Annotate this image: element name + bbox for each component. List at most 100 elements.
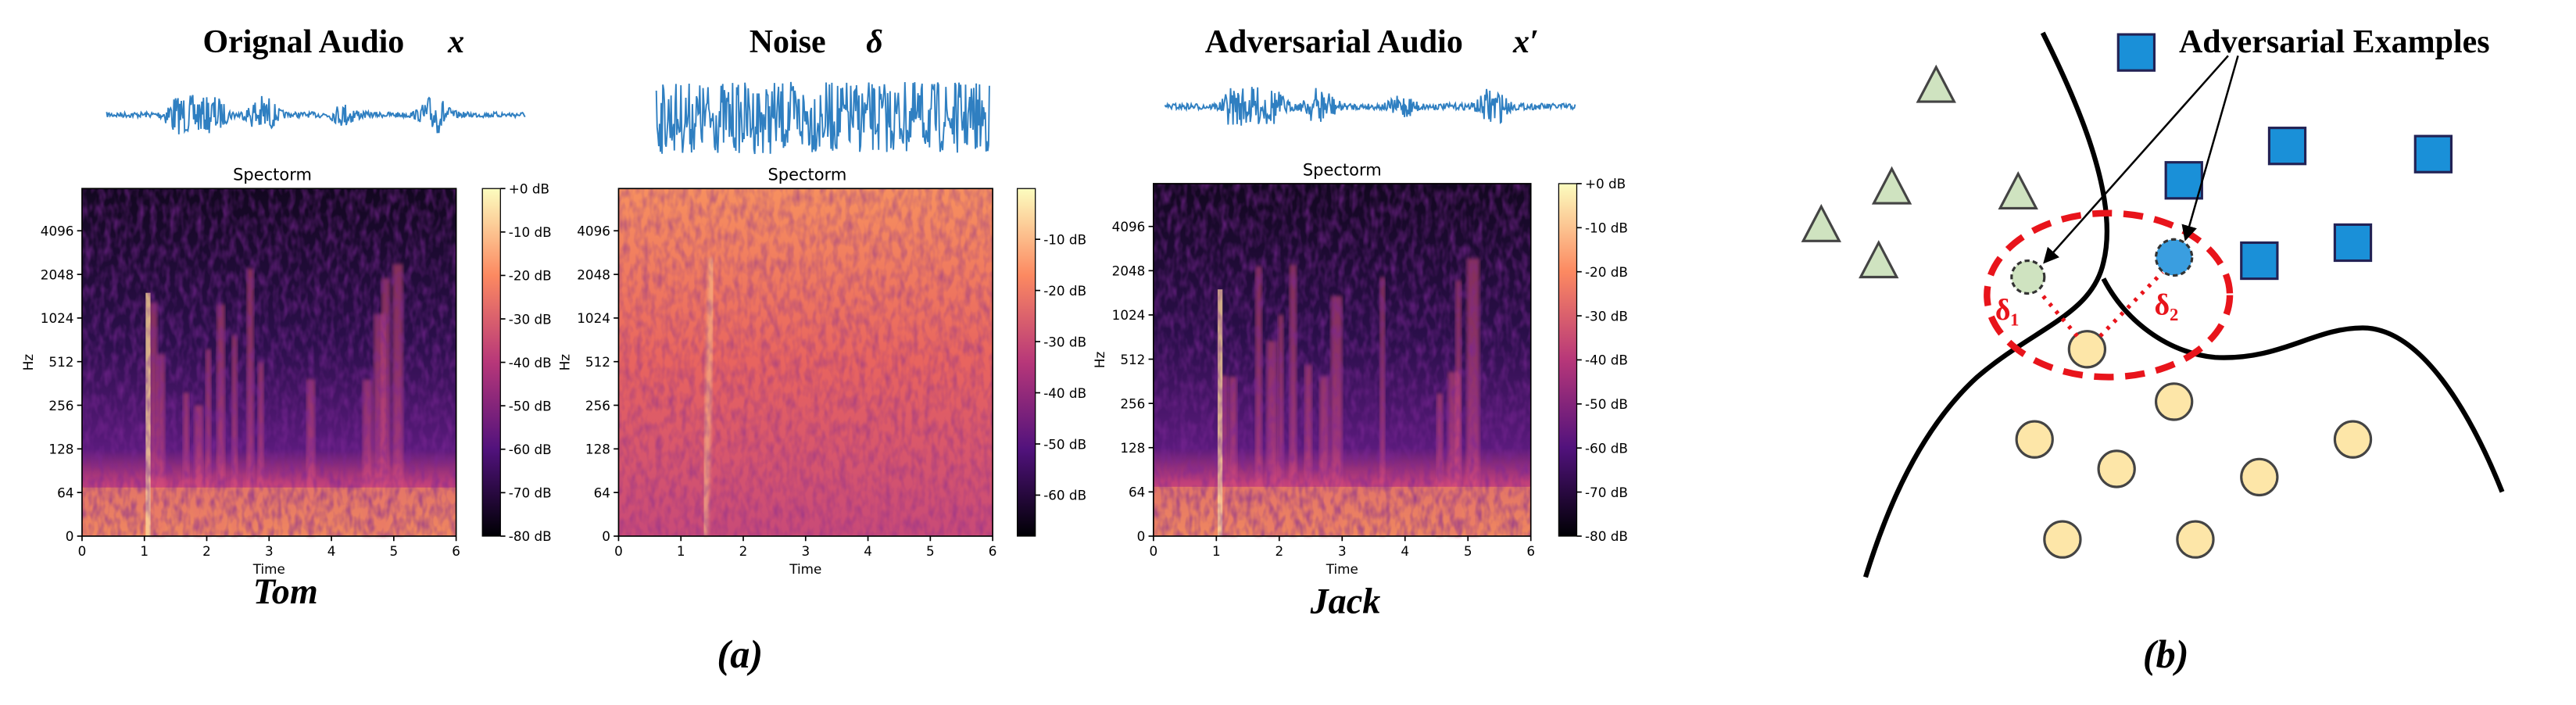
x-tick-label: 4 xyxy=(327,543,336,559)
colorbar-tick-label: -40 dB xyxy=(1043,385,1086,401)
x-tick-label: 0 xyxy=(614,543,623,559)
y-tick-label: 256 xyxy=(585,398,610,413)
x-tick-label: 6 xyxy=(1526,543,1535,559)
colorbar-tick-label: -70 dB xyxy=(1585,485,1628,500)
colorbar-tick-label: -10 dB xyxy=(1585,220,1628,236)
arrow xyxy=(2181,55,2239,242)
y-tick-label: 512 xyxy=(1120,352,1145,367)
colorbar-tick-label: -30 dB xyxy=(1043,334,1086,349)
class-c-sample xyxy=(2015,420,2054,459)
x-tick-label: 5 xyxy=(926,543,935,559)
samples xyxy=(1801,33,2453,559)
colorbar-tick-label: -20 dB xyxy=(1043,283,1086,299)
colorbar-tick-label: -30 dB xyxy=(1585,308,1628,324)
y-tick-label: 4096 xyxy=(41,224,74,239)
boundary xyxy=(2101,277,2505,493)
x-tick-label: 2 xyxy=(202,543,211,559)
perturbation-label: δ₂ xyxy=(2154,289,2178,322)
spectrogram xyxy=(618,188,993,537)
audio-symbol: x′ xyxy=(1512,24,1539,60)
class-c-sample xyxy=(2333,420,2373,459)
y-axis-label: Hz xyxy=(556,354,572,371)
y-tick-label: 128 xyxy=(585,442,610,457)
colorbar-tick-label: -50 dB xyxy=(1043,436,1086,452)
y-tick-label: 64 xyxy=(57,485,73,500)
audio-symbol: δ xyxy=(866,24,883,60)
class-c-sample xyxy=(2067,330,2107,369)
class-c-sample xyxy=(2043,520,2082,559)
class-b-sample xyxy=(2240,241,2279,281)
y-tick-label: 256 xyxy=(1120,395,1145,411)
colorbar-tick-label: -60 dB xyxy=(1043,488,1086,503)
colorbar-tick-label: -80 dB xyxy=(509,528,552,544)
colorbar-tick-label: -70 dB xyxy=(509,485,552,501)
y-axis-label: Hz xyxy=(1092,352,1107,369)
x-tick-label: 0 xyxy=(78,543,87,559)
audio-title: Orignal Audio xyxy=(202,24,404,60)
colorbar-tick-label: -40 dB xyxy=(1585,352,1628,368)
colorbar-tick-label: -60 dB xyxy=(509,442,552,457)
speaker-label: Tom xyxy=(253,571,318,611)
class-b-sample xyxy=(2267,127,2307,166)
colorbar-tick-label: -50 dB xyxy=(509,398,552,413)
waveform xyxy=(1164,87,1576,126)
y-tick-label: 1024 xyxy=(577,310,610,326)
x-tick-label: 0 xyxy=(1150,543,1158,559)
y-tick-label: 2048 xyxy=(1112,263,1146,279)
y-tick-label: 4096 xyxy=(1112,219,1146,234)
colorbar xyxy=(1016,188,1036,537)
y-tick-label: 2048 xyxy=(41,267,74,282)
class-a-sample xyxy=(1801,203,1841,242)
class-b-sample xyxy=(2333,223,2373,263)
y-tick-label: 1024 xyxy=(41,310,74,326)
spectrogram-image xyxy=(1153,183,1531,536)
class-a-sample xyxy=(1916,64,1956,103)
x-tick-label: 5 xyxy=(1464,543,1472,559)
y-tick-label: 512 xyxy=(48,354,73,370)
colorbar-tick-label: -10 dB xyxy=(1043,231,1086,247)
y-tick-label: 64 xyxy=(1129,485,1145,500)
spectrogram-image xyxy=(81,188,456,536)
y-tick-label: 1024 xyxy=(1112,307,1146,323)
panel-label: (a) xyxy=(717,632,763,676)
colorbar-tick-label: -80 dB xyxy=(1585,528,1628,544)
colorbar-tick-label: -10 dB xyxy=(509,224,552,240)
perturbation-region xyxy=(1984,209,2234,381)
y-tick-label: 128 xyxy=(1120,440,1145,456)
x-tick-label: 3 xyxy=(265,543,274,559)
y-tick-label: 64 xyxy=(594,485,610,500)
colorbar xyxy=(481,188,501,537)
x-axis-label: Time xyxy=(1326,561,1358,577)
colorbar-tick-label: -50 dB xyxy=(1585,396,1628,412)
speaker-label: Jack xyxy=(1310,582,1381,621)
panel-label: (b) xyxy=(2143,632,2189,676)
colorbar-tick-label: -40 dB xyxy=(509,355,552,370)
plot-title: Spectorm xyxy=(233,166,312,184)
x-tick-label: 4 xyxy=(1401,543,1409,559)
x-tick-label: 3 xyxy=(1338,543,1347,559)
y-tick-label: 128 xyxy=(48,442,73,457)
x-tick-label: 6 xyxy=(989,543,997,559)
class-c-sample xyxy=(2176,520,2215,559)
class-b-sample xyxy=(2413,134,2453,174)
y-tick-label: 4096 xyxy=(577,224,610,239)
y-tick-label: 512 xyxy=(585,354,610,370)
x-tick-label: 1 xyxy=(140,543,148,559)
decision-space xyxy=(1862,31,2505,578)
waveform xyxy=(655,81,990,155)
x-tick-label: 1 xyxy=(1212,543,1221,559)
waveform xyxy=(106,95,526,134)
x-tick-label: 5 xyxy=(390,543,399,559)
y-tick-label: 256 xyxy=(48,398,73,413)
colorbar-tick-label: -30 dB xyxy=(509,311,552,327)
y-tick-label: 2048 xyxy=(577,267,610,282)
class-c-sample xyxy=(2097,449,2136,488)
boundary xyxy=(1862,31,2109,578)
colorbar xyxy=(1558,183,1578,537)
audio-title: Noise xyxy=(750,24,826,60)
callout: Adversarial Examples xyxy=(2179,24,2490,60)
x-tick-label: 2 xyxy=(1275,543,1283,559)
colorbar-tick-label: +0 dB xyxy=(1585,176,1626,191)
colorbar-tick-label: -20 dB xyxy=(1585,264,1628,280)
